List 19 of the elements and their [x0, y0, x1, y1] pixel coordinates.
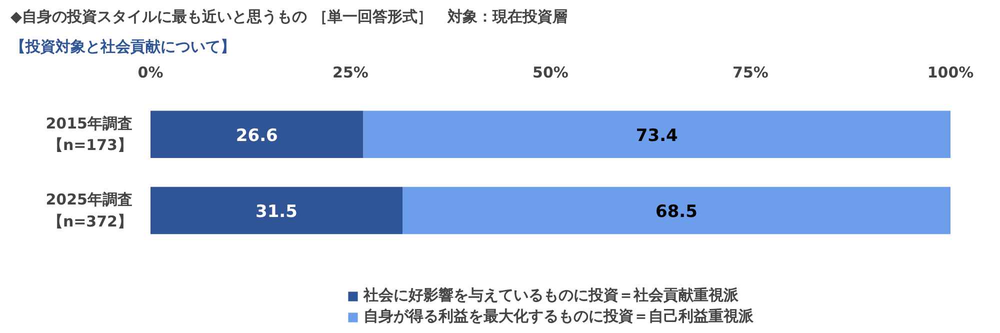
- bar: [363, 110, 950, 158]
- chart-title: ◆自身の投資スタイルに最も近いと思うもの ［単一回答形式］ 対象：現在投資層: [10, 8, 568, 26]
- y-tick-label: 2015年調査【n=173】: [46, 114, 133, 154]
- bar: [150, 110, 364, 158]
- x-tick-label: 50%: [532, 64, 568, 82]
- bar: [402, 186, 950, 234]
- x-tick-label: 25%: [332, 64, 368, 82]
- legend-label: 社会に好影響を与えているものに投資＝社会貢献重視派: [364, 286, 738, 305]
- bar: [150, 186, 402, 234]
- data-label: 68.5: [656, 202, 698, 222]
- data-label: 31.5: [256, 202, 298, 222]
- chart-subtitle: 【投資対象と社会貢献について】: [10, 38, 236, 56]
- legend-label: 自身が得る利益を最大化するものに投資＝自己利益重視派: [364, 307, 754, 326]
- x-tick-label: 100%: [927, 64, 974, 82]
- data-label: 73.4: [636, 126, 678, 146]
- x-tick-label: 0%: [138, 64, 164, 82]
- data-label: 26.6: [236, 126, 278, 146]
- y-tick-label: 2025年調査【n=372】: [46, 190, 133, 230]
- x-tick-label: 75%: [732, 64, 768, 82]
